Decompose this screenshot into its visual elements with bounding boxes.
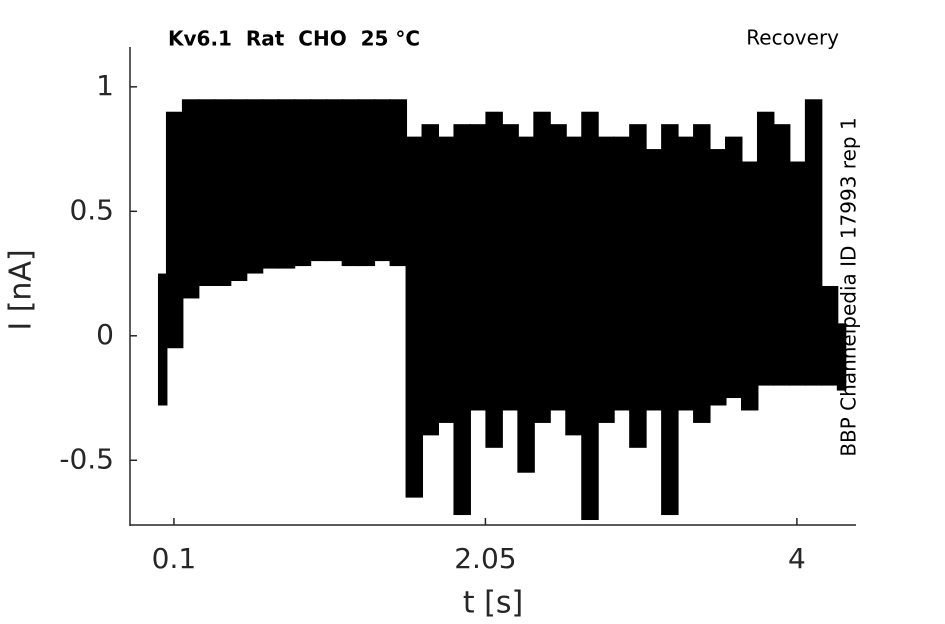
trace-band bbox=[517, 136, 535, 473]
trace-band bbox=[293, 99, 312, 267]
trace-band bbox=[820, 286, 839, 386]
trace-band bbox=[181, 99, 200, 299]
trace-band bbox=[485, 111, 503, 448]
trace-band bbox=[597, 136, 615, 423]
trace-band bbox=[836, 323, 847, 391]
x-tick-label: 0.1 bbox=[152, 542, 197, 575]
trace-band bbox=[373, 99, 392, 262]
y-tick-label: -0.5 bbox=[59, 442, 114, 475]
trace-band bbox=[157, 273, 168, 406]
chart-title: Kv6.1 Rat CHO 25 °C bbox=[168, 27, 420, 51]
trace-band bbox=[213, 99, 232, 286]
trace-band bbox=[261, 99, 280, 269]
trace-band bbox=[277, 99, 296, 269]
y-tick-label: 0.5 bbox=[69, 193, 114, 226]
trace-band bbox=[788, 161, 807, 386]
y-tick-label: 1 bbox=[96, 69, 114, 102]
trace-band bbox=[549, 124, 567, 411]
trace-band bbox=[197, 99, 216, 286]
x-tick-label: 4 bbox=[788, 542, 806, 575]
trace-band bbox=[740, 161, 759, 411]
trace-band bbox=[341, 99, 360, 267]
trace-band bbox=[613, 136, 631, 411]
y-axis-label: I [nA] bbox=[4, 249, 39, 330]
trace-band bbox=[533, 111, 551, 423]
trace-band bbox=[469, 124, 487, 411]
trace-band bbox=[661, 124, 679, 516]
trace-band bbox=[453, 124, 471, 516]
trace-band bbox=[772, 124, 791, 386]
trace-band bbox=[693, 124, 711, 423]
x-axis-label: t [s] bbox=[463, 586, 523, 621]
trace-band bbox=[677, 136, 695, 411]
trace-band bbox=[245, 99, 264, 274]
trace-band bbox=[501, 124, 519, 411]
trace-band bbox=[709, 149, 727, 406]
trace-band bbox=[645, 149, 663, 411]
trace-band bbox=[229, 99, 248, 282]
x-tick-label: 2.05 bbox=[454, 542, 516, 575]
trace-band bbox=[565, 136, 583, 436]
trace-band bbox=[405, 136, 424, 498]
trace-band bbox=[756, 111, 775, 386]
trace-band bbox=[437, 136, 455, 423]
trace-band bbox=[804, 99, 823, 386]
chart-subtitle: Recovery bbox=[746, 26, 839, 50]
annotation: BBP Channelpedia ID 17993 rep 1 bbox=[837, 117, 861, 456]
trace-band bbox=[725, 136, 743, 399]
trace-band bbox=[629, 124, 647, 448]
y-tick-label: 0 bbox=[96, 318, 114, 351]
trace-band bbox=[309, 99, 328, 262]
trace-band bbox=[389, 99, 408, 267]
trace-band bbox=[325, 99, 344, 262]
trace-band bbox=[581, 111, 599, 521]
trace-band bbox=[357, 99, 376, 267]
trace-band bbox=[165, 111, 184, 349]
trace-band bbox=[421, 124, 439, 436]
